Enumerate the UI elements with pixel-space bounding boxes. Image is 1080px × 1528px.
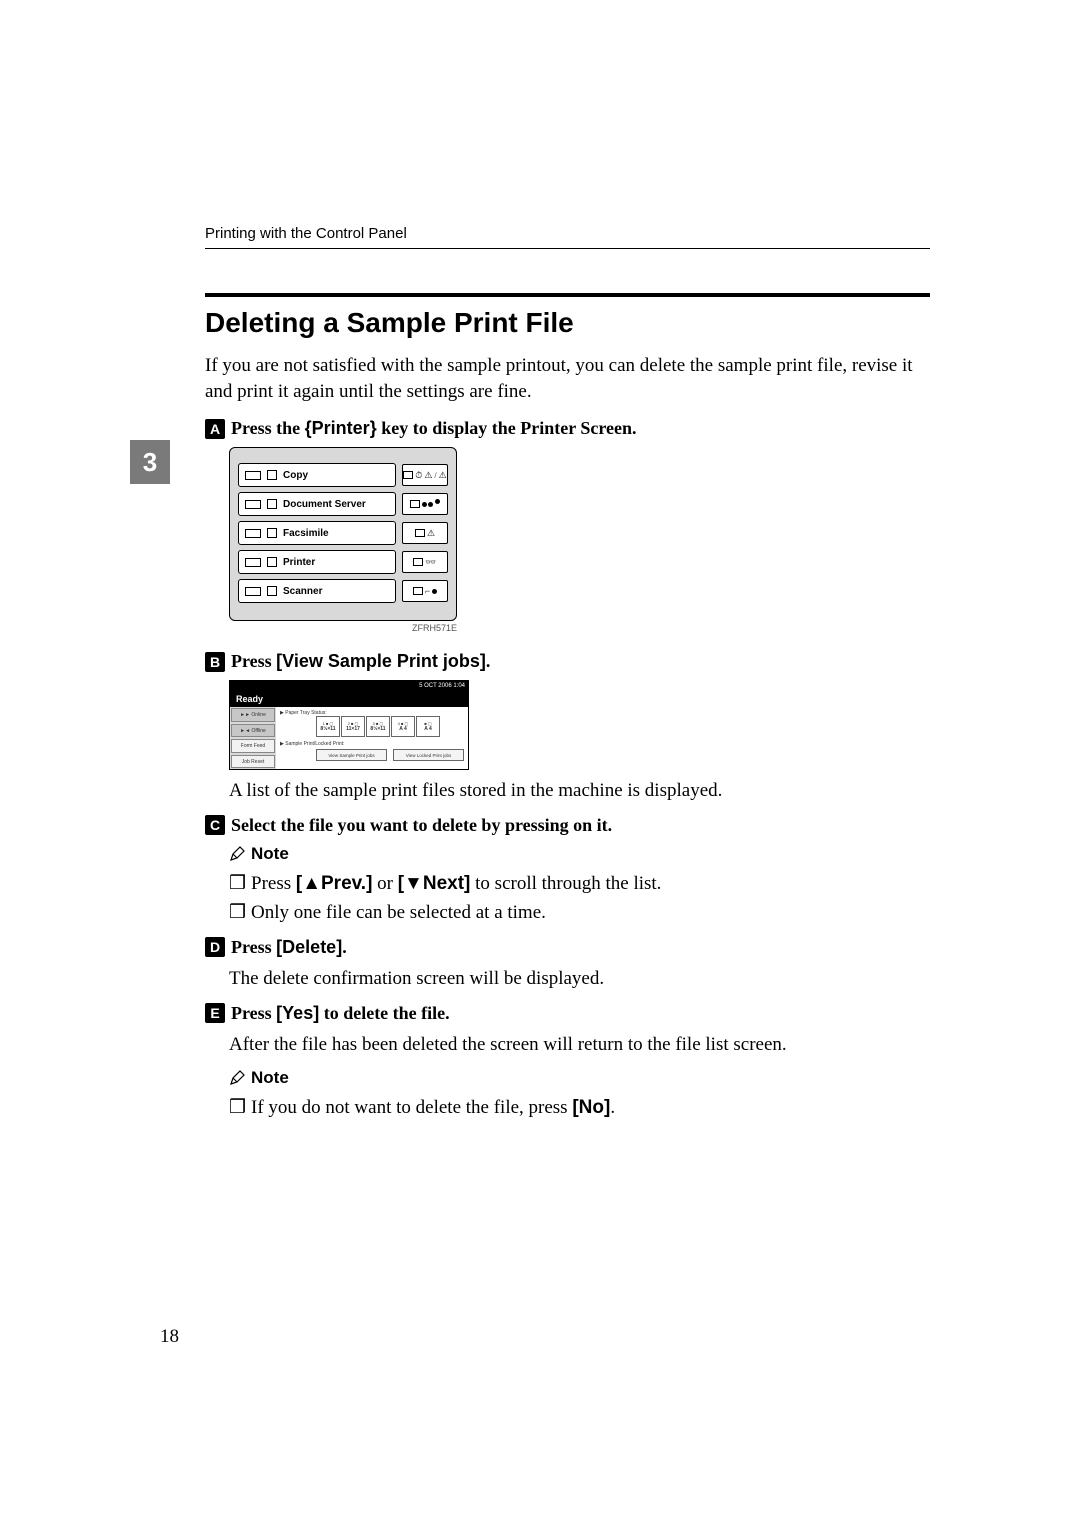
lbl: Printer	[283, 557, 315, 568]
txt: or	[372, 873, 397, 894]
step-4-after: The delete confirmation screen will be d…	[229, 966, 930, 993]
status-box-copy: ⏱ ⚠/⚠	[402, 464, 448, 486]
panel-btn-printer[interactable]: Printer	[238, 550, 396, 574]
txt: .	[610, 1097, 615, 1118]
txt: to delete the file.	[319, 1003, 449, 1023]
panel-btn-fax[interactable]: Facsimile	[238, 521, 396, 545]
intro-paragraph: If you are not satisfied with the sample…	[205, 353, 930, 404]
lbl: Document Server	[283, 499, 366, 510]
step-2-after: A list of the sample print files stored …	[229, 778, 930, 805]
tray-1: 1 ■ ▢8½×11	[316, 716, 340, 737]
delete-btn-label: [Delete]	[276, 937, 342, 957]
tray-3: 3 ■ ▢8½×11	[366, 716, 390, 737]
panel-row-printer: Printer 👓	[238, 550, 448, 574]
step-5-after: After the file has been deleted the scre…	[229, 1032, 930, 1059]
bullet-3-1: ❒ Press [▲Prev.] or [▼Next] to scroll th…	[229, 870, 930, 898]
lbl: Copy	[283, 470, 308, 481]
step-2: B Press [View Sample Print jobs]. 5 OCT …	[205, 651, 930, 805]
step-2-text: Press [View Sample Print jobs].	[231, 651, 490, 672]
note-row-3: Note	[229, 844, 930, 864]
lcd-btn-formfeed[interactable]: Form Feed	[231, 739, 275, 753]
txt: Press	[231, 651, 276, 671]
lcd-view-sample-btn[interactable]: View Sample Print jobs	[316, 749, 387, 761]
txt: key to display the Printer Screen.	[377, 418, 637, 438]
bracket-l: {	[305, 418, 312, 438]
txt: .	[342, 937, 347, 957]
tray-5: ■ ▢A 4	[416, 716, 440, 737]
step-3-text: Select the file you want to delete by pr…	[231, 815, 612, 836]
lcd-btn-online[interactable]: ►► Online	[231, 708, 275, 722]
step-badge-1: A	[205, 419, 225, 439]
printer-key-label: Printer	[312, 418, 370, 438]
yes-btn-label: [Yes]	[276, 1003, 319, 1023]
rule-thick	[205, 293, 930, 297]
lcd-datetime: 5 OCT 2006 1:04	[419, 683, 465, 689]
pencil-icon	[229, 846, 245, 862]
note-label-3: Note	[251, 844, 289, 864]
control-panel-figure: Copy ⏱ ⚠/⚠ Document Server	[229, 447, 457, 633]
panel-row-copy: Copy ⏱ ⚠/⚠	[238, 463, 448, 487]
tray-row: 1 ■ ▢8½×11 2 ■ ▢11×17 3 ■ ▢8½×11 4 ■ ▢A …	[316, 716, 464, 737]
txt: If you do not want to delete the file, p…	[251, 1097, 572, 1118]
step-4: D Press [Delete]. The delete confirmatio…	[205, 937, 930, 993]
lcd-btn-offline[interactable]: ►◄ Offline	[231, 724, 275, 738]
txt: to scroll through the list.	[470, 873, 661, 894]
panel-row-scanner: Scanner ⌐	[238, 579, 448, 603]
txt: Only one file can be selected at a time.	[251, 899, 546, 927]
bullet-glyph: ❒	[229, 870, 243, 898]
prev-btn-label: [▲Prev.]	[296, 873, 373, 894]
step-badge-2: B	[205, 652, 225, 672]
step-1-text: Press the {Printer} key to display the P…	[231, 418, 637, 439]
panel-btn-copy[interactable]: Copy	[238, 463, 396, 487]
tray-2: 2 ■ ▢11×17	[341, 716, 365, 737]
txt: .	[486, 651, 491, 671]
tray-4: 4 ■ ▢A 4	[391, 716, 415, 737]
bullet-5-1: ❒ If you do not want to delete the file,…	[229, 1094, 930, 1122]
txt: Press	[231, 937, 276, 957]
lcd-figure: 5 OCT 2006 1:04 Ready ►► Online ►◄ Offli…	[229, 680, 469, 770]
view-sample-btn-label: [View Sample Print jobs]	[276, 651, 486, 671]
lcd-status: Ready	[230, 691, 468, 707]
note-row-5: Note	[229, 1068, 930, 1088]
no-btn-label: [No]	[572, 1097, 610, 1118]
lcd-left-col: ►► Online ►◄ Offline Form Feed Job Reset	[230, 707, 276, 769]
step-1: A Press the {Printer} key to display the…	[205, 418, 930, 633]
panel-row-docserver: Document Server	[238, 492, 448, 516]
page-number: 18	[160, 1326, 179, 1348]
chapter-tab: 3	[130, 440, 170, 484]
step-4-text: Press [Delete].	[231, 937, 347, 958]
running-head: Printing with the Control Panel	[205, 225, 930, 242]
lcd-view-locked-btn[interactable]: View Locked Print jobs	[393, 749, 464, 761]
txt: Press the	[231, 418, 305, 438]
bullet-glyph: ❒	[229, 1094, 243, 1122]
status-box-printer: 👓	[402, 551, 448, 573]
txt: Press	[231, 1003, 276, 1023]
step-5: E Press [Yes] to delete the file. After …	[205, 1003, 930, 1122]
status-box-scanner: ⌐	[402, 580, 448, 602]
bullet-glyph: ❒	[229, 899, 243, 927]
status-box-fax: ⚠	[402, 522, 448, 544]
rule-thin	[205, 248, 930, 249]
txt: Press	[251, 873, 296, 894]
spl-label: ▶ Sample Print/Locked Print:	[280, 741, 464, 747]
lbl: Facsimile	[283, 528, 329, 539]
lcd-btn-jobreset[interactable]: Job Reset	[231, 755, 275, 769]
section-title: Deleting a Sample Print File	[205, 307, 930, 339]
figure-code: ZFRH571E	[229, 623, 457, 633]
panel-row-fax: Facsimile ⚠	[238, 521, 448, 545]
step-badge-3: C	[205, 815, 225, 835]
lbl: Scanner	[283, 586, 322, 597]
status-box-docserver	[402, 493, 448, 515]
bracket-r: }	[370, 418, 377, 438]
step-badge-5: E	[205, 1003, 225, 1023]
step-3: C Select the file you want to delete by …	[205, 815, 930, 927]
next-btn-label: [▼Next]	[398, 873, 471, 894]
panel-btn-docserver[interactable]: Document Server	[238, 492, 396, 516]
step-badge-4: D	[205, 937, 225, 957]
panel-btn-scanner[interactable]: Scanner	[238, 579, 396, 603]
step-5-text: Press [Yes] to delete the file.	[231, 1003, 450, 1024]
pencil-icon	[229, 1070, 245, 1086]
note-label-5: Note	[251, 1068, 289, 1088]
bullet-3-2: ❒ Only one file can be selected at a tim…	[229, 899, 930, 927]
